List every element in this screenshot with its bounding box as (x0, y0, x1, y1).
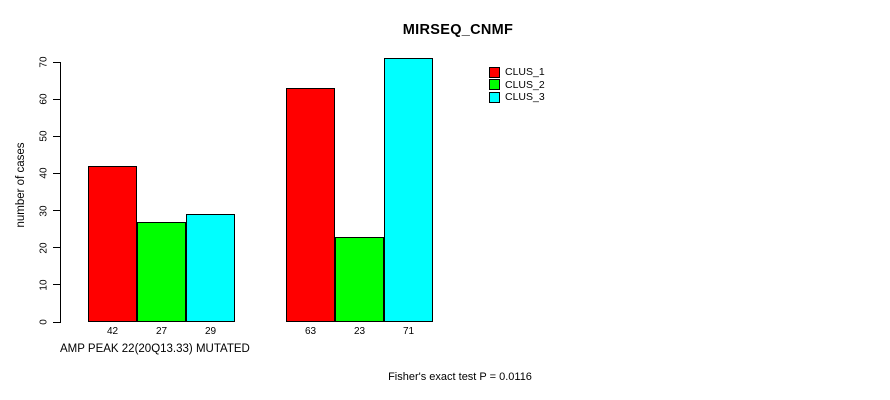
y-tick (53, 135, 60, 137)
bar-clus_3-group2 (384, 58, 433, 322)
stat-annotation: Fisher's exact test P = 0.0116 (388, 371, 532, 383)
y-tick (53, 210, 60, 212)
y-axis-title: number of cases (15, 142, 27, 228)
legend-swatch-icon (489, 91, 500, 103)
bar-clus_3-group1 (186, 214, 235, 322)
y-tick (53, 61, 60, 63)
legend-item-clus_2: CLUS_2 (489, 79, 545, 92)
y-tick-label: 40 (38, 167, 50, 179)
legend-label: CLUS_1 (505, 66, 545, 79)
legend-label: CLUS_2 (505, 78, 545, 91)
legend-swatch-icon (489, 66, 500, 78)
y-tick (53, 247, 60, 249)
y-tick (53, 98, 60, 100)
bar-value-label: 29 (204, 326, 217, 337)
y-tick (53, 321, 60, 323)
y-tick-label: 20 (38, 242, 50, 254)
bar-clus_1-group1 (88, 166, 137, 322)
y-tick (53, 172, 60, 174)
y-axis-line (60, 61, 61, 323)
bar-clus_1-group2 (286, 88, 335, 322)
legend: CLUS_1 CLUS_2 CLUS_3 (489, 66, 545, 104)
legend-swatch-icon (489, 79, 500, 91)
y-tick-label: 60 (38, 93, 50, 105)
bar-value-label: 27 (155, 326, 168, 337)
bar-value-label: 63 (304, 326, 317, 337)
y-tick-label: 10 (38, 279, 50, 291)
y-tick (53, 284, 60, 286)
legend-label: CLUS_3 (505, 91, 545, 104)
y-tick-label: 50 (38, 130, 50, 142)
y-tick-label: 30 (38, 205, 50, 217)
bar-value-label: 23 (353, 326, 366, 337)
y-tick-label: 0 (38, 319, 50, 325)
legend-item-clus_3: CLUS_3 (489, 91, 545, 104)
y-tick-label: 70 (38, 56, 50, 68)
bar-clus_2-group2 (335, 236, 384, 322)
bar-clus_2-group1 (137, 221, 186, 322)
chart-title: MIRSEQ_CNMF (402, 22, 514, 38)
bar-value-label: 71 (402, 326, 415, 337)
x-axis-title: AMP PEAK 22(20Q13.33) MUTATED (60, 343, 250, 355)
bar-value-label: 42 (106, 326, 119, 337)
legend-item-clus_1: CLUS_1 (489, 66, 545, 79)
